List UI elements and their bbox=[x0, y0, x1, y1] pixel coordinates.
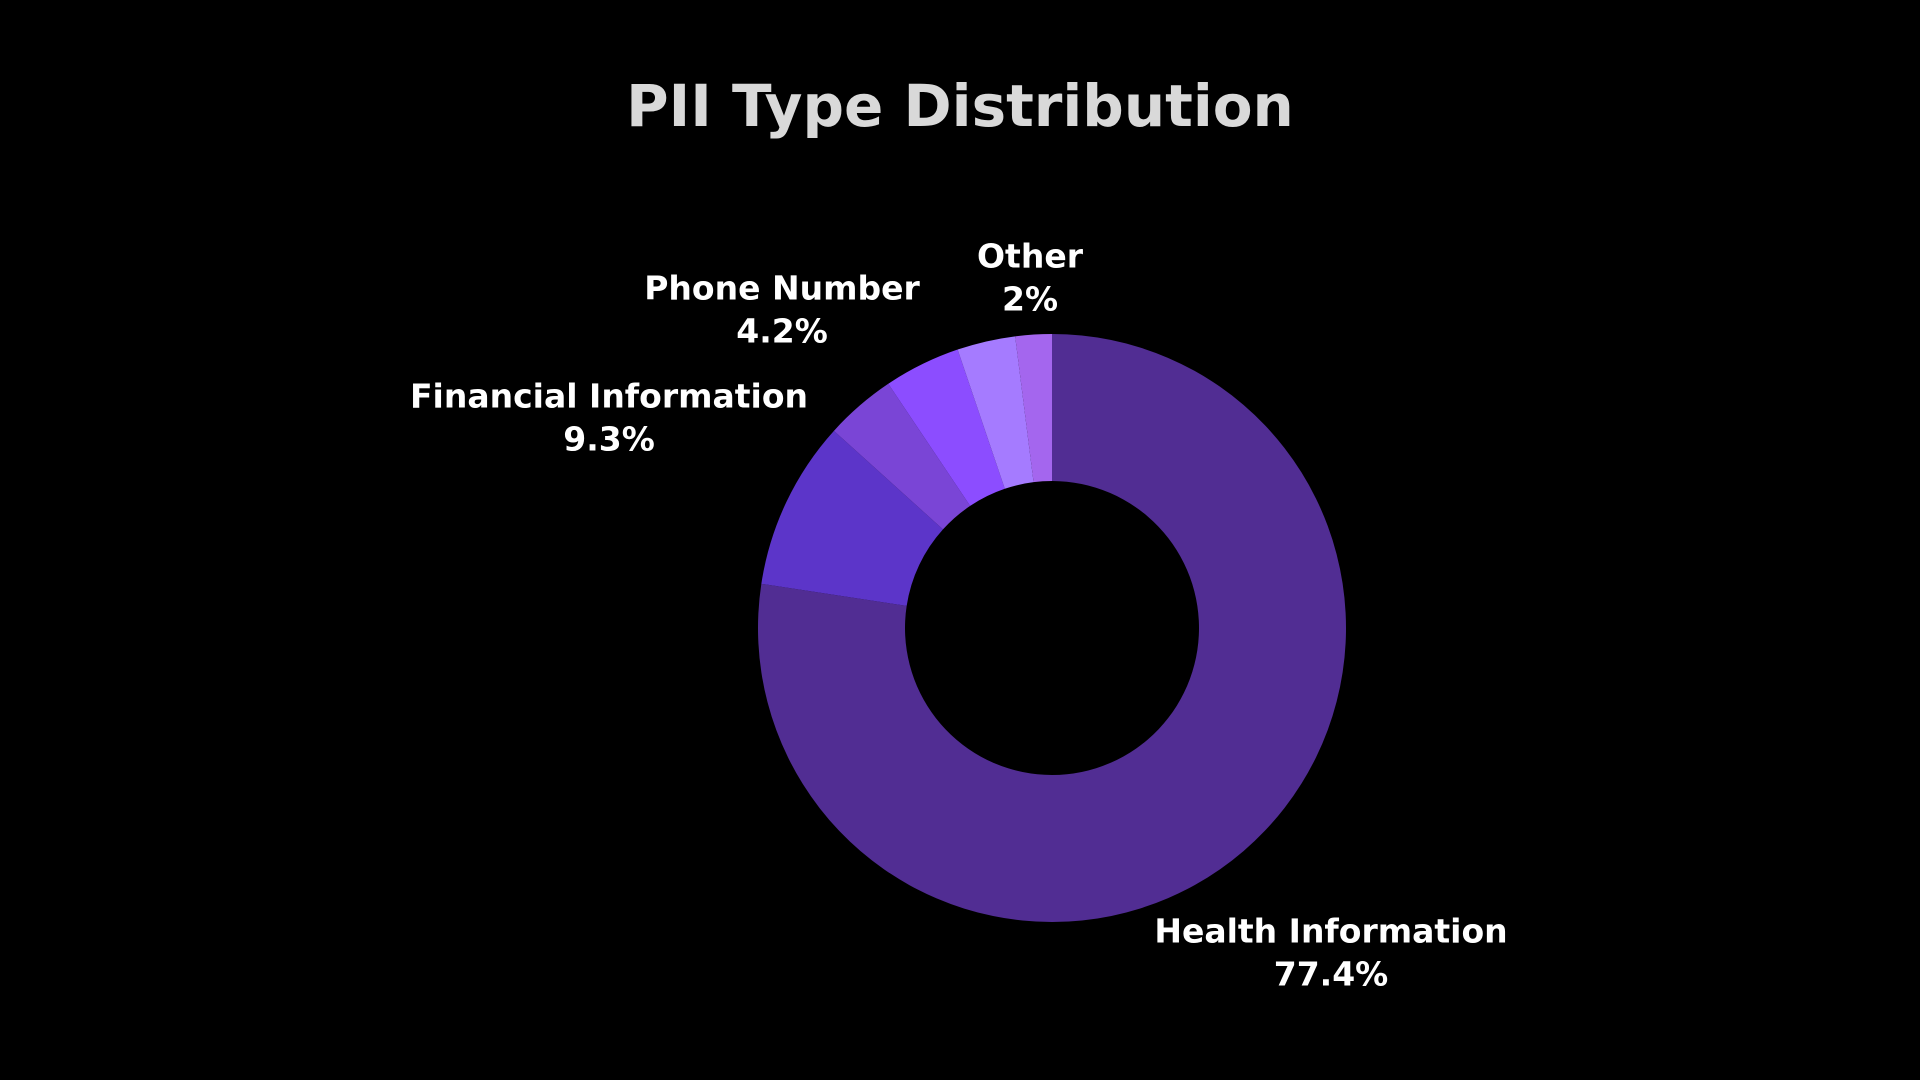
slice bbox=[888, 349, 1005, 506]
value-label: 77.4% bbox=[1274, 955, 1389, 994]
slice bbox=[1015, 334, 1052, 483]
value-label: 2% bbox=[1002, 280, 1058, 319]
slice-label: Health Information bbox=[1154, 912, 1507, 951]
slice-label: Phone Number bbox=[644, 269, 920, 308]
value-label: 4.2% bbox=[736, 312, 828, 351]
chart-title: PII Type Distribution bbox=[626, 72, 1294, 140]
slice bbox=[761, 430, 943, 606]
slice bbox=[833, 383, 971, 530]
slice bbox=[957, 336, 1034, 489]
slice-label: Other bbox=[977, 237, 1084, 276]
slice bbox=[757, 334, 1346, 923]
slice-label: Financial Information bbox=[410, 377, 808, 416]
value-label: 9.3% bbox=[563, 420, 655, 459]
